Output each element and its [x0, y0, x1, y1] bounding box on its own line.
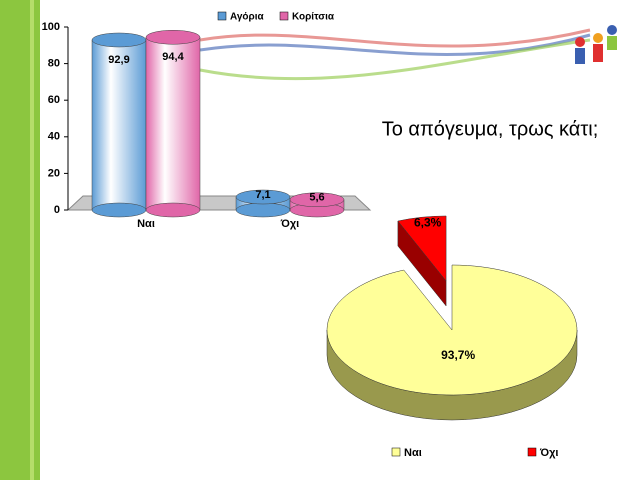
pie-slice: [397, 215, 447, 282]
logo: [575, 25, 617, 64]
value-label: 6,3%: [414, 215, 442, 229]
y-tick-label: 100: [42, 21, 60, 33]
bar-top: [91, 32, 147, 48]
value-label: 94,4: [162, 51, 184, 63]
swoosh: [199, 28, 591, 48]
bar-base: [235, 202, 291, 218]
slide-title: Το απόγευμα, τρως κάτι;: [382, 118, 599, 140]
legend-swatch: [527, 447, 537, 457]
x-tick-label: Ναι: [137, 218, 155, 230]
bar-top: [289, 192, 345, 208]
side-stripe: [30, 0, 34, 480]
y-tick-label: 20: [48, 167, 60, 179]
bar-top: [145, 29, 201, 45]
legend-swatch: [217, 11, 227, 21]
legend-swatch: [279, 11, 289, 21]
legend-swatch: [391, 447, 401, 457]
legend-label: Ναι: [404, 447, 422, 459]
y-tick-label: 60: [48, 94, 60, 106]
y-tick-label: 80: [48, 58, 60, 70]
bar-base: [145, 202, 201, 218]
pie-slice: [326, 264, 578, 396]
bar-base: [91, 202, 147, 218]
bar: [145, 36, 201, 211]
legend-label: Αγόρια: [230, 12, 264, 23]
value-label: 7,1: [255, 189, 270, 201]
y-tick-label: 40: [48, 131, 60, 143]
value-label: 92,9: [108, 54, 129, 66]
x-tick-label: Όχι: [280, 218, 299, 230]
bar-top: [235, 189, 291, 205]
y-tick-label: 0: [54, 204, 60, 216]
value-label: 93,7%: [441, 348, 475, 362]
swoosh: [199, 38, 591, 81]
value-label: 5,6: [309, 192, 324, 204]
legend-label: Κορίτσια: [292, 12, 335, 23]
legend-label: Όχι: [539, 447, 558, 459]
